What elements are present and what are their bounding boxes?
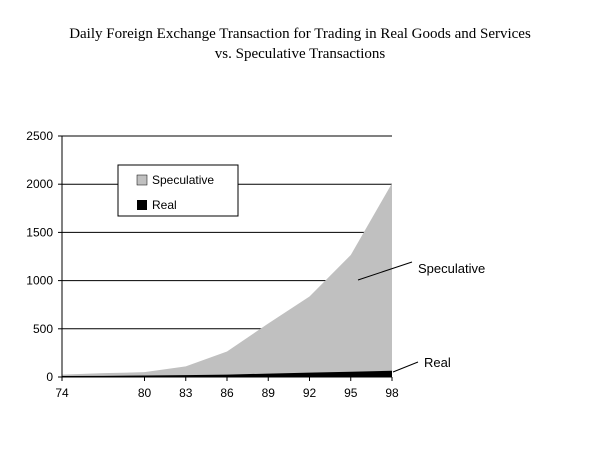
annotation-real: Real	[424, 355, 451, 370]
legend-label-speculative: Speculative	[152, 173, 214, 187]
x-tick-label-83: 83	[179, 386, 193, 400]
y-tick-label-1500: 1500	[26, 225, 53, 239]
annotation-speculative: Speculative	[418, 261, 485, 276]
x-tick-label-98: 98	[385, 386, 399, 400]
y-tick-label-0: 0	[46, 370, 53, 384]
chart-title: Daily Foreign Exchange Transaction for T…	[0, 24, 600, 64]
x-tick-label-92: 92	[303, 386, 317, 400]
annotations: Speculative Real	[357, 261, 485, 373]
axes: 0 500 1000 1500 2000 2500 74 80 83 86 89 92 95 98	[26, 129, 399, 400]
legend-swatch-speculative	[136, 174, 148, 186]
legend: Speculative Real	[117, 164, 239, 217]
x-tick-label-86: 86	[220, 386, 234, 400]
y-tick-label-2000: 2000	[26, 177, 53, 191]
chart-title-line-2: vs. Speculative Transactions	[214, 46, 386, 62]
chart-title-line-1: Daily Foreign Exchange Transaction for T…	[69, 26, 531, 42]
y-tick-label-500: 500	[33, 322, 53, 336]
legend-swatch-real	[137, 200, 147, 210]
x-tick-label-80: 80	[138, 386, 152, 400]
x-tick-label-89: 89	[262, 386, 276, 400]
annotation-leader-speculative	[357, 261, 413, 281]
y-tick-label-1000: 1000	[26, 274, 53, 288]
y-tick-label-2500: 2500	[26, 129, 53, 143]
x-tick-label-74: 74	[55, 386, 69, 400]
annotation-leader-real	[392, 361, 419, 373]
area-speculative	[62, 183, 392, 377]
area-series	[62, 183, 392, 377]
area-real	[62, 370, 392, 377]
legend-label-real: Real	[152, 198, 177, 212]
x-tick-label-95: 95	[344, 386, 358, 400]
